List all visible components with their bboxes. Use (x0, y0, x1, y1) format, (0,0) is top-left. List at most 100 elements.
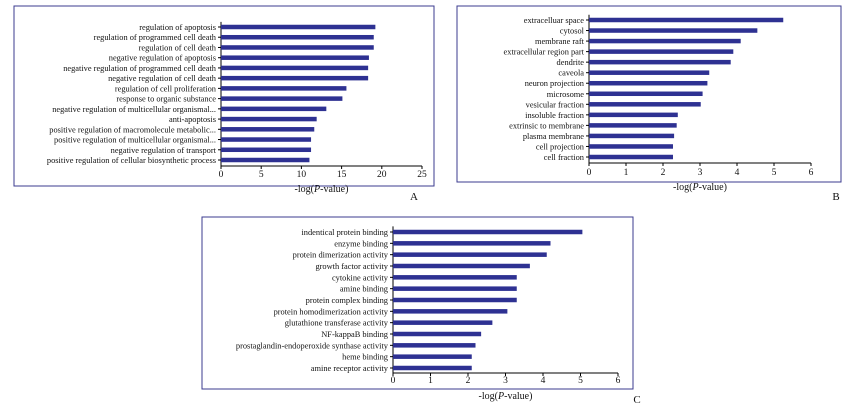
category-label: cytokine activity (332, 273, 389, 282)
panel-frame (456, 5, 842, 183)
x-tick-label: 0 (391, 376, 396, 386)
category-label: microsome (547, 90, 584, 99)
bar (589, 154, 673, 160)
bar (393, 309, 508, 314)
x-tick-label: 25 (417, 170, 427, 180)
x-tick-label: 6 (616, 376, 621, 386)
bar (393, 354, 472, 359)
category-label: response to organic substance (116, 95, 216, 104)
x-axis-label: -log(P-value) (295, 184, 349, 195)
category-label: positive regulation of macromolecule met… (49, 125, 216, 134)
category-label: regulation of cell proliferation (115, 84, 217, 93)
bar (221, 86, 347, 91)
category-label: regulation of programmed cell death (94, 33, 217, 42)
category-label: cytosol (560, 27, 585, 36)
category-label: membrane raft (535, 37, 585, 46)
bar (393, 286, 517, 291)
bar (393, 229, 583, 235)
x-tick-label: 1 (624, 168, 629, 178)
bar (221, 34, 374, 40)
category-label: dendrite (557, 58, 585, 67)
category-label: NF-kappaB binding (321, 330, 389, 339)
category-label: extracellular region part (504, 48, 585, 57)
category-label: anti-apoptosis (169, 115, 216, 124)
category-label: amine receptor activity (311, 364, 389, 373)
bar (221, 45, 374, 50)
bar (221, 65, 369, 71)
category-label: positive regulation of cellular biosynth… (47, 156, 216, 165)
category-label: neuron projection (525, 79, 585, 88)
x-tick-label: 4 (541, 376, 546, 386)
x-tick-label: 15 (337, 170, 347, 180)
bar (589, 123, 677, 128)
category-label: growth factor activity (315, 262, 388, 271)
bar (589, 80, 708, 86)
bar (221, 137, 312, 142)
panel-frame (13, 5, 435, 187)
category-label: cell fraction (544, 153, 585, 162)
panel-frame (201, 216, 634, 390)
x-tick-label: 3 (503, 376, 508, 386)
bar (221, 55, 369, 60)
bar (221, 147, 312, 153)
x-tick-label: 5 (772, 168, 777, 178)
bar (393, 343, 476, 348)
x-tick-label: 0 (219, 170, 224, 180)
category-label: negative regulation of programmed cell d… (63, 64, 217, 73)
x-tick-label: 6 (809, 168, 814, 178)
bar (393, 275, 517, 280)
category-label: caveola (558, 69, 584, 78)
category-label: plasma membrane (523, 132, 584, 141)
x-tick-label: 2 (466, 376, 471, 386)
x-tick-label: 10 (297, 170, 307, 180)
bar (589, 133, 675, 139)
x-tick-label: 3 (698, 168, 703, 178)
bar (589, 70, 710, 75)
x-axis-label: -log(P-value) (673, 182, 727, 193)
bar (221, 116, 317, 122)
category-label: insoluble fraction (525, 111, 585, 120)
bar (221, 75, 369, 81)
bar (393, 320, 493, 325)
x-tick-label: 1 (428, 376, 433, 386)
x-axis-label: -log(P-value) (479, 391, 533, 402)
bar (393, 331, 482, 337)
bar (221, 96, 343, 101)
panel-letter: B (832, 191, 839, 203)
bar (589, 28, 758, 33)
panel-letter: C (633, 394, 640, 406)
category-label: positive regulation of multicellular org… (54, 136, 216, 145)
x-tick-label: 0 (587, 168, 592, 178)
bar (589, 59, 731, 65)
x-tick-label: 2 (661, 168, 666, 178)
category-label: glutathione transferase activity (285, 319, 389, 328)
bar (221, 106, 327, 112)
bar (589, 91, 703, 97)
category-label: negative regulation of transport (111, 146, 217, 155)
category-label: cell projection (536, 142, 585, 151)
bar (221, 24, 376, 30)
bar (393, 252, 547, 257)
category-label: enzyme binding (334, 239, 389, 248)
category-label: regulation of apoptosis (139, 23, 216, 32)
bar (221, 127, 315, 132)
category-label: negative regulation of apoptosis (109, 54, 216, 63)
category-label: extrinsic to membrane (509, 121, 584, 130)
category-label: extracelluar space (524, 16, 584, 25)
bar (589, 38, 741, 44)
bar (589, 102, 701, 107)
category-label: prostaglandin-endoperoxide synthase acti… (236, 341, 389, 350)
x-tick-label: 5 (578, 376, 583, 386)
panel-letter: A (410, 191, 418, 203)
category-label: negative regulation of cell death (108, 74, 217, 83)
category-label: regulation of cell death (139, 43, 217, 52)
chart-panel-c: indentical protein binding enzyme binding… (201, 216, 641, 406)
bar (589, 49, 734, 54)
bar (221, 157, 310, 163)
x-tick-label: 4 (735, 168, 740, 178)
bar (393, 241, 551, 246)
bar (393, 365, 472, 371)
